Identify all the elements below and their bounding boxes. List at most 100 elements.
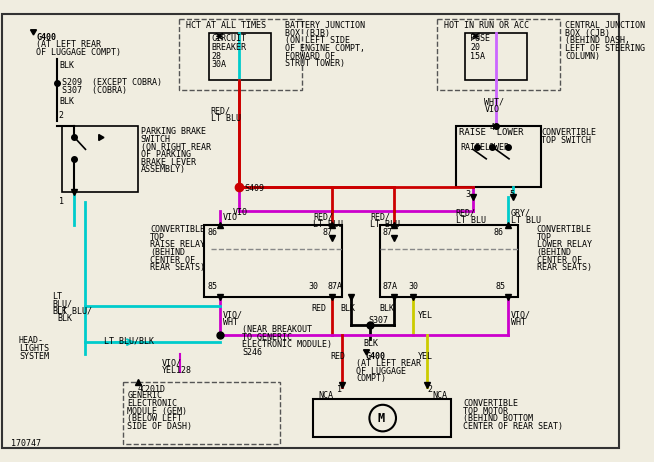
Text: (AT LEFT REAR: (AT LEFT REAR bbox=[356, 359, 421, 368]
Text: 30: 30 bbox=[309, 282, 318, 291]
Text: ELECTRONIC: ELECTRONIC bbox=[128, 399, 177, 408]
Text: 85: 85 bbox=[496, 282, 506, 291]
Text: REAR SEATS): REAR SEATS) bbox=[150, 263, 205, 272]
Text: REAR SEATS): REAR SEATS) bbox=[536, 263, 592, 272]
Text: (BEHIND: (BEHIND bbox=[150, 248, 185, 257]
Text: CONVERTIBLE: CONVERTIBLE bbox=[150, 225, 205, 234]
Text: S307  (COBRA): S307 (COBRA) bbox=[61, 86, 127, 95]
Text: OF PARKING: OF PARKING bbox=[141, 150, 190, 159]
Bar bbox=[380, 225, 517, 297]
Text: 128: 128 bbox=[176, 366, 191, 375]
Text: FORWARD OF: FORWARD OF bbox=[285, 52, 335, 61]
Text: BRAKE LEVER: BRAKE LEVER bbox=[141, 158, 196, 167]
Text: (BEHIND BOTTOM: (BEHIND BOTTOM bbox=[464, 414, 534, 423]
Text: BOX (CJB): BOX (CJB) bbox=[565, 29, 610, 38]
Text: TOP MOTOR: TOP MOTOR bbox=[464, 407, 508, 416]
Text: CENTRAL JUNCTION: CENTRAL JUNCTION bbox=[565, 21, 645, 30]
Text: VIO/: VIO/ bbox=[511, 311, 531, 320]
Text: LEFT OF STEERING: LEFT OF STEERING bbox=[565, 44, 645, 53]
Text: S246: S246 bbox=[242, 348, 262, 357]
Text: BATTERY JUNCTION: BATTERY JUNCTION bbox=[285, 21, 365, 30]
Text: LIGHTS: LIGHTS bbox=[19, 344, 49, 353]
Text: LT BLU: LT BLU bbox=[313, 219, 343, 229]
Text: 87A: 87A bbox=[383, 282, 398, 291]
Text: YEL: YEL bbox=[162, 366, 177, 375]
Text: RAISE RELAY: RAISE RELAY bbox=[150, 241, 205, 249]
Text: NCA: NCA bbox=[432, 391, 447, 401]
Text: WHT: WHT bbox=[223, 318, 238, 328]
Text: VIO/: VIO/ bbox=[223, 311, 243, 320]
Text: 2: 2 bbox=[59, 111, 64, 120]
Text: 86: 86 bbox=[207, 228, 217, 237]
Text: RED: RED bbox=[311, 304, 326, 313]
Text: COLUMN): COLUMN) bbox=[565, 52, 600, 61]
Text: LT: LT bbox=[52, 292, 62, 301]
Text: HCT AT ALL TIMES: HCT AT ALL TIMES bbox=[186, 21, 266, 30]
Text: CENTER OF REAR SEAT): CENTER OF REAR SEAT) bbox=[464, 422, 564, 431]
Text: 28: 28 bbox=[212, 52, 222, 61]
Text: LT BLU/BLK: LT BLU/BLK bbox=[105, 336, 154, 346]
Text: 85: 85 bbox=[207, 282, 217, 291]
Text: (ON LEFT SIDE: (ON LEFT SIDE bbox=[285, 36, 350, 45]
Text: ASSEMBLY): ASSEMBLY) bbox=[141, 165, 186, 175]
Text: G400: G400 bbox=[366, 352, 386, 361]
Bar bbox=[437, 19, 560, 91]
Text: BOX (BJB): BOX (BJB) bbox=[285, 29, 330, 38]
Text: 4: 4 bbox=[138, 384, 143, 393]
Text: SYSTEM: SYSTEM bbox=[19, 352, 49, 361]
Text: WHT: WHT bbox=[511, 318, 526, 328]
Text: GENERIC: GENERIC bbox=[128, 391, 162, 401]
Text: 2: 2 bbox=[427, 385, 432, 394]
Bar bbox=[209, 32, 271, 80]
Bar bbox=[204, 225, 342, 297]
Text: CONVERTIBLE: CONVERTIBLE bbox=[536, 225, 592, 234]
Text: NCA: NCA bbox=[318, 391, 333, 401]
Text: VIO/: VIO/ bbox=[162, 358, 181, 367]
Text: RED: RED bbox=[330, 352, 345, 361]
Text: RAISE  LOWER: RAISE LOWER bbox=[458, 128, 523, 137]
Text: CIRCUIT: CIRCUIT bbox=[212, 35, 247, 43]
Text: 15A: 15A bbox=[470, 52, 485, 61]
Text: 87A: 87A bbox=[328, 282, 343, 291]
Text: S307: S307 bbox=[368, 316, 388, 324]
Text: BLK: BLK bbox=[57, 314, 72, 322]
Text: G400: G400 bbox=[36, 32, 56, 42]
Text: 1: 1 bbox=[337, 385, 342, 394]
Text: BLK: BLK bbox=[380, 304, 395, 313]
Text: GRY/: GRY/ bbox=[511, 208, 531, 217]
Text: M: M bbox=[377, 413, 384, 426]
Text: MODULE (GEM): MODULE (GEM) bbox=[128, 407, 187, 416]
Text: 87: 87 bbox=[383, 228, 392, 237]
Text: RED/: RED/ bbox=[211, 107, 231, 116]
Text: OF LUGGAGE COMPT): OF LUGGAGE COMPT) bbox=[36, 48, 121, 57]
Text: LT BLU: LT BLU bbox=[211, 114, 241, 123]
Text: RED/: RED/ bbox=[456, 208, 476, 217]
Text: 170747: 170747 bbox=[11, 439, 41, 448]
Text: WHT/: WHT/ bbox=[485, 97, 504, 106]
Text: LT BLU: LT BLU bbox=[456, 216, 486, 225]
Bar bbox=[456, 126, 542, 187]
Text: S409: S409 bbox=[244, 184, 264, 194]
Text: (BELOW LEFT: (BELOW LEFT bbox=[128, 414, 182, 423]
Text: FUSE: FUSE bbox=[470, 35, 490, 43]
Text: SWITCH: SWITCH bbox=[141, 135, 171, 144]
Text: TOP: TOP bbox=[150, 233, 165, 242]
Text: (ON RIGHT REAR: (ON RIGHT REAR bbox=[141, 143, 211, 152]
Text: TOP SWITCH: TOP SWITCH bbox=[542, 136, 591, 145]
Text: LT BLU: LT BLU bbox=[370, 219, 400, 229]
Text: YEL: YEL bbox=[418, 311, 433, 320]
Text: (NEAR BREAKOUT: (NEAR BREAKOUT bbox=[242, 325, 312, 334]
Text: COMPT): COMPT) bbox=[356, 374, 386, 383]
Text: (AT LEFT REAR: (AT LEFT REAR bbox=[36, 40, 101, 49]
Text: CONVERTIBLE: CONVERTIBLE bbox=[464, 399, 519, 408]
Text: 30A: 30A bbox=[212, 60, 227, 69]
Text: RED/: RED/ bbox=[370, 213, 390, 222]
Text: S209  (EXCEPT COBRA): S209 (EXCEPT COBRA) bbox=[61, 78, 162, 87]
Text: LT BLU/: LT BLU/ bbox=[57, 306, 92, 315]
Text: VIO: VIO bbox=[223, 213, 238, 222]
Text: LOWER RELAY: LOWER RELAY bbox=[536, 241, 592, 249]
Text: BLK: BLK bbox=[340, 304, 355, 313]
Text: 4: 4 bbox=[490, 123, 495, 132]
Text: 5: 5 bbox=[509, 190, 514, 199]
Text: TOP: TOP bbox=[536, 233, 551, 242]
